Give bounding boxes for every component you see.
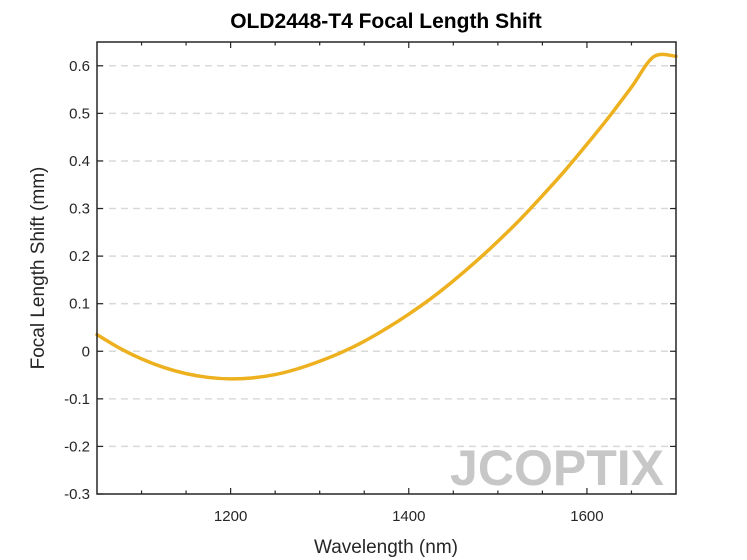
x-tick-label: 1600 <box>570 508 603 525</box>
y-tick-label: 0.5 <box>69 105 90 122</box>
x-axis-label: Wavelength (nm) <box>314 537 458 558</box>
y-tick-label: -0.1 <box>64 391 90 408</box>
x-tick-label: 1400 <box>392 508 425 525</box>
chart-title: OLD2448-T4 Focal Length Shift <box>230 10 542 33</box>
axis-ticks: -0.3 -0.2 -0.1 0 0.1 0.2 0.3 0.4 0.5 0.6 1200 1400 1… <box>64 42 676 525</box>
y-tick-label: 0.6 <box>69 58 90 75</box>
watermark-logo: JCOPTIX <box>450 440 664 496</box>
y-tick-label: 0 <box>82 343 90 360</box>
y-axis-label: Focal Length Shift (mm) <box>28 167 49 370</box>
y-tick-label: 0.1 <box>69 296 90 313</box>
grid-lines <box>97 65 676 448</box>
plot-area <box>97 42 676 494</box>
series-layer <box>95 52 678 381</box>
y-tick-label: 0.2 <box>69 248 90 265</box>
focal-shift-line <box>95 52 678 381</box>
x-tick-label: 1200 <box>214 508 247 525</box>
y-tick-label: -0.2 <box>64 438 90 455</box>
y-tick-label: -0.3 <box>64 486 90 503</box>
plot-frame <box>96 41 677 495</box>
y-tick-label: 0.3 <box>69 201 90 218</box>
y-tick-label: 0.4 <box>69 153 90 170</box>
